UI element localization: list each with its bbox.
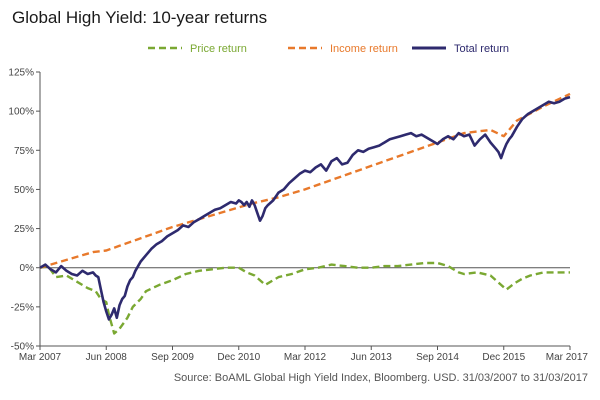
- x-tick-label: Mar 2017: [546, 352, 589, 363]
- chart-series: [39, 92, 571, 335]
- y-tick-label: 0%: [20, 263, 35, 274]
- y-tick-label: 75%: [14, 146, 34, 157]
- source-note: Source: BoAML Global High Yield Index, B…: [173, 372, 588, 384]
- series-line-total-return: [39, 95, 571, 321]
- chart-title: Global High Yield: 10-year returns: [12, 8, 268, 27]
- legend-label: Price return: [190, 43, 247, 55]
- x-tick-label: Dec 2010: [217, 352, 260, 363]
- y-tick-label: 100%: [8, 107, 34, 118]
- legend-label: Income return: [330, 43, 398, 55]
- y-tick-label: -25%: [11, 302, 34, 313]
- series-line-income-return: [39, 92, 571, 269]
- x-tick-label: Sep 2009: [151, 352, 194, 363]
- x-tick-label: Dec 2015: [482, 352, 525, 363]
- chart-legend: Price return Income return Total return: [148, 43, 509, 55]
- x-tick-label: Jun 2013: [351, 352, 393, 363]
- x-tick-label: Sep 2014: [416, 352, 459, 363]
- x-tick-label: Jun 2008: [86, 352, 128, 363]
- x-tick-label: Mar 2007: [19, 352, 62, 363]
- x-tick-label: Mar 2012: [284, 352, 327, 363]
- y-tick-label: 125%: [8, 68, 34, 79]
- series-line-price-return: [39, 261, 570, 335]
- legend-label: Total return: [454, 43, 509, 55]
- y-tick-label: 50%: [14, 185, 34, 196]
- chart-axes: 125% 100% 75% 50% 25% 0% -25% -50%Mar 2007 Jun 2…: [8, 68, 588, 364]
- y-tick-label: -50%: [11, 342, 34, 353]
- y-tick-label: 25%: [14, 224, 34, 235]
